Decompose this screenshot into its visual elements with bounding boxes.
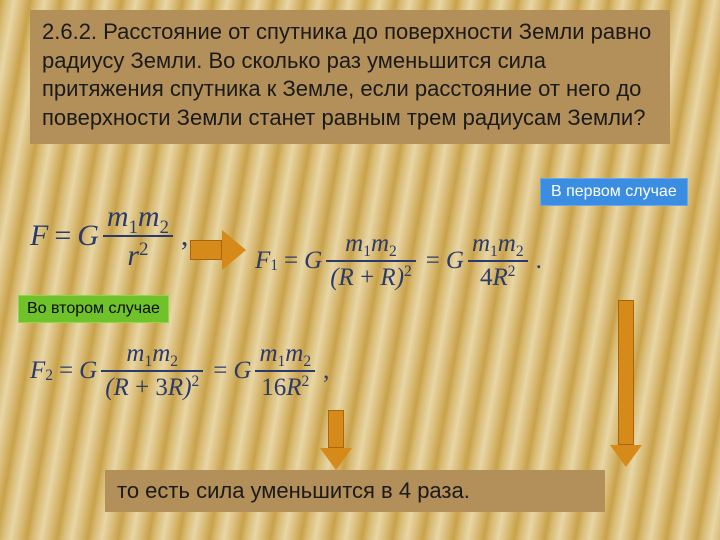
s: 2: [516, 243, 524, 260]
fraction-1: m1m2 (R + 3R)2: [101, 340, 203, 401]
fraction-2: m1m2 16R2: [255, 340, 315, 401]
m: m: [498, 230, 516, 257]
m: m: [152, 340, 170, 367]
R: R: [286, 374, 301, 401]
m: m: [259, 340, 277, 367]
r: r: [127, 239, 139, 272]
exp: 2: [192, 373, 200, 390]
F2-sym: F: [30, 357, 45, 385]
label-case-1: В первом случае: [540, 178, 688, 206]
c16: 16: [261, 374, 286, 401]
m: m: [345, 230, 363, 257]
c4: 4: [480, 264, 493, 291]
arrow-down-icon: [320, 410, 352, 470]
fraction: m1m2 r2: [103, 200, 173, 272]
m: m: [472, 230, 490, 257]
formula-case-2: F2 = G m1m2 (R + 3R)2 = G m1m2 16R2 ,: [30, 340, 329, 401]
equals: =: [53, 357, 79, 385]
s: 2: [303, 353, 311, 370]
m: m: [285, 340, 303, 367]
F2-sub: 2: [45, 367, 53, 385]
fraction-1: m1m2 (R + R)2: [326, 230, 416, 291]
comma: ,: [177, 219, 189, 253]
s: 1: [278, 353, 286, 370]
arrow-down-icon: [610, 300, 642, 467]
dot: .: [532, 247, 542, 275]
Ra: (R: [105, 374, 129, 401]
answer-statement: то есть сила уменьшится в 4 раза.: [105, 470, 605, 512]
m2: m: [138, 200, 160, 233]
sub1: 1: [129, 217, 138, 238]
plus: + 3: [129, 374, 168, 401]
fraction-2: m1m2 4R2: [468, 230, 528, 291]
s: 2: [389, 243, 397, 260]
Rb: R): [380, 264, 404, 291]
sym-G: G: [77, 219, 99, 253]
G: G: [446, 247, 464, 275]
m: m: [371, 230, 389, 257]
s: 1: [363, 243, 371, 260]
R: R: [493, 264, 508, 291]
arrow-right-icon: [190, 230, 246, 270]
formula-main: F = G m1m2 r2 ,: [30, 200, 188, 272]
problem-statement: 2.6.2. Расстояние от спутника до поверхн…: [30, 10, 670, 144]
s: 1: [490, 243, 498, 260]
exp: 2: [404, 263, 412, 280]
equals: =: [420, 247, 446, 275]
m1: m: [107, 200, 129, 233]
Ra: (R: [330, 264, 354, 291]
exp: 2: [508, 263, 516, 280]
G: G: [233, 357, 251, 385]
formula-case-1: F1 = G m1m2 (R + R)2 = G m1m2 4R2 .: [255, 230, 542, 291]
m: m: [126, 340, 144, 367]
Rb: R): [168, 374, 192, 401]
equals: =: [278, 247, 304, 275]
F1-sym: F: [255, 247, 270, 275]
comma: ,: [319, 357, 329, 385]
equals: =: [207, 357, 233, 385]
label-case-2: Во втором случае: [18, 295, 169, 323]
sub2: 2: [160, 217, 169, 238]
G: G: [79, 357, 97, 385]
sym-F: F: [30, 219, 48, 253]
plus: +: [354, 264, 381, 291]
G: G: [304, 247, 322, 275]
s: 1: [144, 353, 152, 370]
exp: 2: [302, 373, 310, 390]
equals: =: [48, 219, 77, 253]
F1-sub: 1: [270, 257, 278, 275]
exp: 2: [139, 239, 148, 260]
s: 2: [170, 353, 178, 370]
